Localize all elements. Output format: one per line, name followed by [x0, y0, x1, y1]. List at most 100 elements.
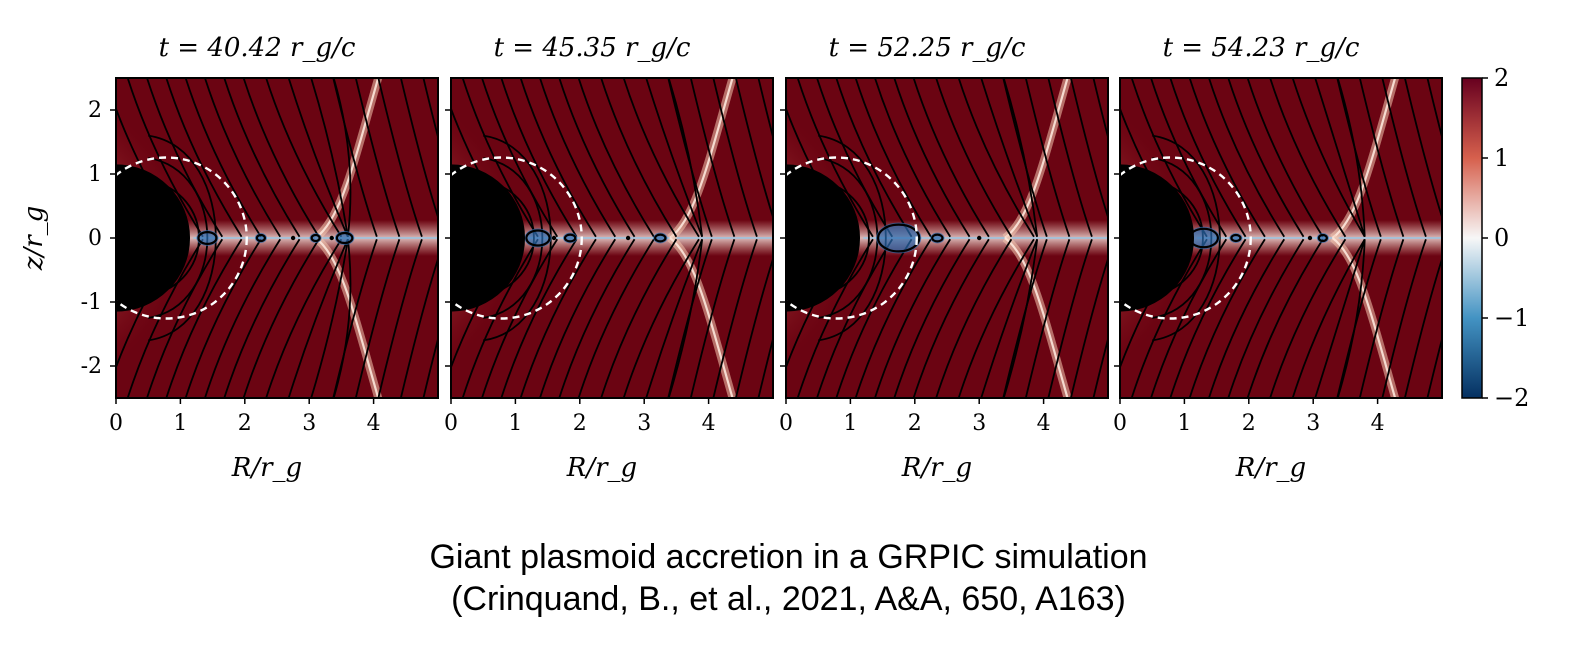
field-line — [146, 238, 224, 398]
field-line — [980, 78, 1038, 238]
x-axis-label: R/r_g — [231, 453, 302, 483]
colorbar-gradient — [1461, 77, 1483, 399]
plasmoid — [310, 233, 321, 243]
field-line — [645, 78, 703, 238]
plasmoid-core — [876, 222, 922, 254]
panel-3: t = 52.25 r_g/c 0 1 2 3 4 R/r_g — [779, 33, 1109, 483]
x-tick-label: 0 — [1113, 411, 1127, 436]
field-line — [481, 238, 559, 398]
x-point — [290, 235, 296, 241]
field-line — [1381, 238, 1427, 398]
field-line — [980, 238, 1038, 398]
field-line — [377, 238, 423, 398]
field-line — [1336, 238, 1382, 398]
field-line — [519, 78, 597, 238]
x-axis-label: R/r_g — [566, 453, 637, 483]
field-line — [757, 78, 773, 141]
field-line — [835, 238, 913, 398]
field-line — [461, 238, 539, 398]
colorbar: 2 1 0 −1 −2 — [1461, 64, 1529, 412]
field-line — [1092, 78, 1108, 141]
x-tick-label: 4 — [702, 411, 716, 436]
y-axis-label: z/r_g — [19, 206, 49, 272]
separatrix-arm — [1004, 78, 1069, 239]
field-line — [874, 78, 951, 238]
field-line — [796, 238, 874, 398]
plasmoid — [876, 223, 921, 253]
y-tick-label: 2 — [88, 98, 102, 123]
field-line — [912, 238, 990, 398]
y-tick-label: -1 — [81, 290, 102, 315]
field-line — [422, 78, 438, 141]
dashed-circle — [451, 156, 583, 320]
field-line — [310, 239, 349, 398]
field-line — [622, 78, 700, 238]
field-line — [1403, 78, 1442, 221]
field-line — [1227, 78, 1305, 238]
separatrix-arm — [1004, 237, 1069, 398]
field-line — [1426, 78, 1442, 141]
field-line — [332, 78, 378, 238]
colorbar-tick-label: 1 — [1494, 144, 1509, 172]
field-line — [957, 238, 1035, 398]
field-line — [287, 238, 349, 398]
x-tick-label: 4 — [1037, 411, 1051, 436]
field-lines — [1120, 78, 1442, 398]
plasmoid — [255, 233, 266, 243]
field-line — [645, 238, 703, 398]
field-line — [689, 78, 736, 238]
field-line — [1092, 335, 1108, 398]
x-tick-label: 1 — [508, 411, 522, 436]
field-line — [126, 238, 204, 398]
panel-1: t = 40.42 r_g/c 0 1 2 3 4 R/r_g 2 1 0 -1 -2 z/r_g — [19, 33, 439, 483]
field-line — [667, 78, 713, 238]
field-line — [935, 78, 1013, 238]
field-line — [204, 238, 281, 398]
panel-4: t = 54.23 r_g/c 0 1 2 3 4 R/r_g — [1113, 33, 1443, 483]
plasmoid — [1317, 233, 1328, 243]
black-hole — [1120, 164, 1195, 312]
field-line — [558, 238, 636, 398]
field-line — [539, 238, 616, 398]
field-line — [1246, 78, 1324, 238]
field-line — [1130, 78, 1208, 238]
x-tick-label: 3 — [1306, 411, 1320, 436]
x-point — [625, 235, 631, 241]
field-line — [1314, 239, 1366, 398]
plasmoid — [1230, 233, 1242, 243]
field-line — [1358, 78, 1405, 238]
separatrix-arm — [314, 78, 380, 239]
field-line — [539, 78, 616, 238]
field-line — [1024, 238, 1071, 398]
field-line — [354, 78, 401, 238]
field-line — [481, 78, 559, 238]
field-line — [1426, 335, 1442, 398]
field-line — [1069, 78, 1108, 221]
field-line — [399, 78, 438, 221]
x-point — [977, 235, 982, 241]
x-tick-label: 3 — [972, 411, 986, 436]
field-line — [667, 238, 713, 398]
field-line — [577, 238, 655, 398]
field-line — [1002, 78, 1048, 238]
field-line — [816, 238, 894, 398]
field-line — [558, 78, 636, 238]
x-tick-label: 2 — [238, 411, 252, 436]
field-line — [184, 78, 262, 238]
x-point — [551, 235, 557, 241]
x-tick-label: 2 — [1242, 411, 1256, 436]
field-line — [265, 238, 343, 398]
field-line — [1291, 238, 1366, 398]
field-line — [600, 78, 678, 238]
field-line — [332, 238, 378, 398]
x-tick-label: 2 — [573, 411, 587, 436]
field-line — [1002, 239, 1039, 398]
field-line — [519, 238, 597, 398]
field-line — [242, 78, 320, 238]
field-line — [689, 238, 736, 398]
field-line — [1130, 238, 1208, 398]
colorbar-tick-label: −1 — [1494, 304, 1529, 332]
plasmoid — [197, 231, 218, 245]
field-line — [667, 239, 704, 398]
field-line — [796, 78, 874, 238]
